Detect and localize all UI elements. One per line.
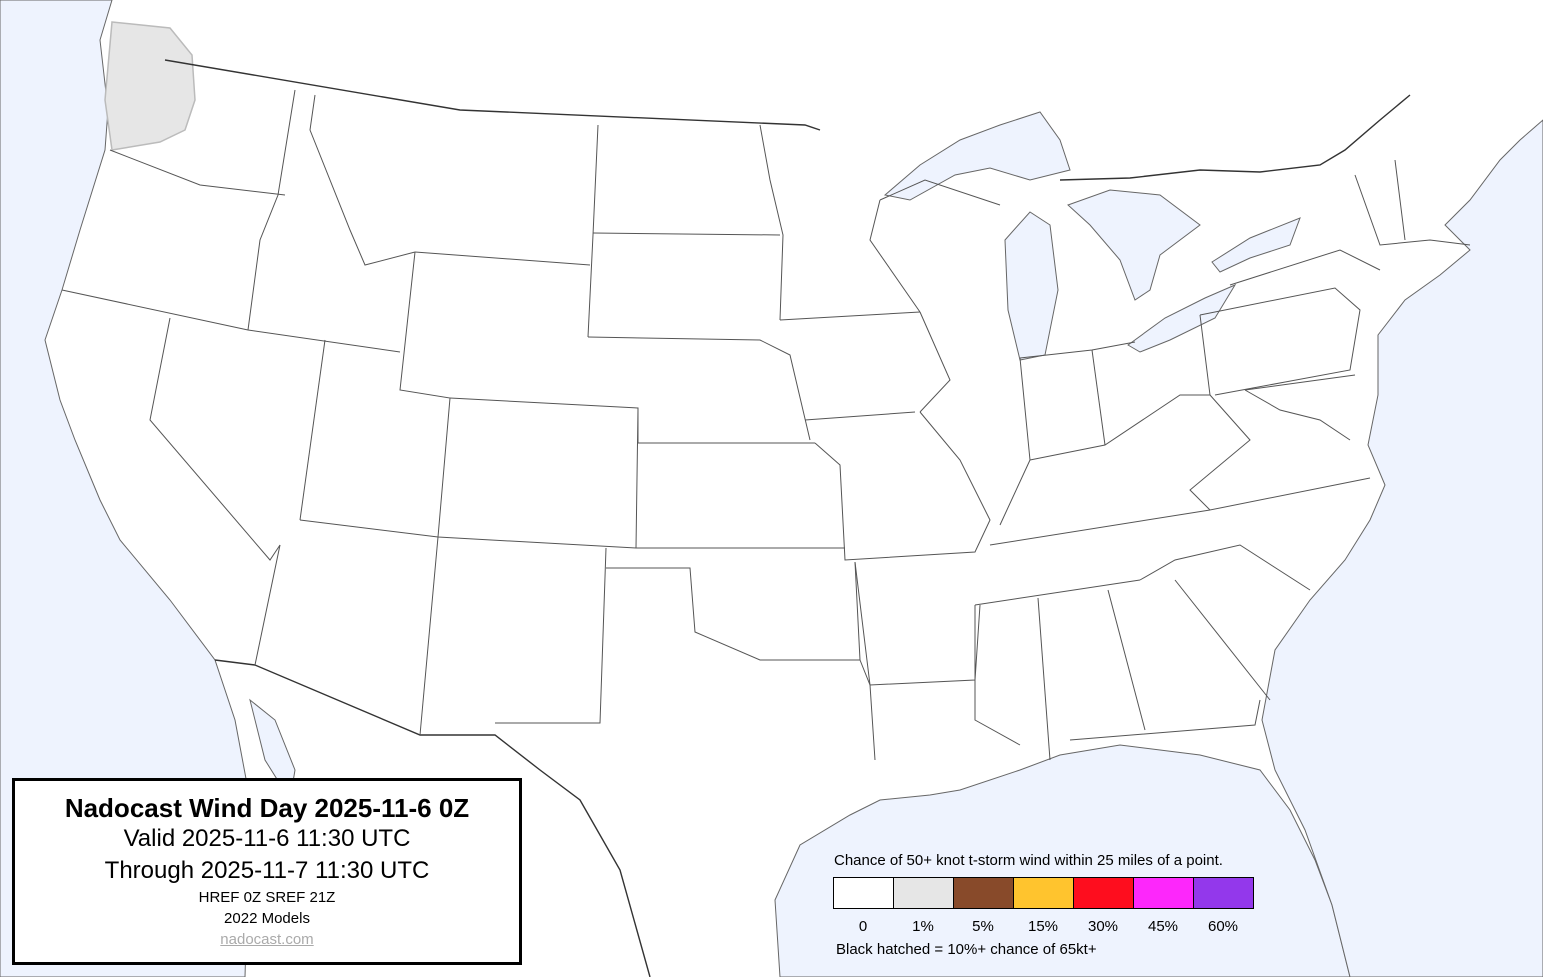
legend-labels: 0 1% 5% 15% 30% 45% 60%: [833, 918, 1253, 935]
lake-ontario: [1211, 217, 1301, 273]
lake-michigan: [1004, 211, 1059, 361]
site-link[interactable]: nadocast.com: [220, 931, 314, 948]
lake-superior: [883, 111, 1071, 201]
legend-label: 5%: [972, 918, 994, 935]
lake-huron: [1067, 189, 1201, 301]
valid-time: Valid 2025-11-6 11:30 UTC: [123, 825, 411, 852]
forecast-area-1pct: [104, 21, 196, 151]
legend-swatch-1: [894, 878, 954, 908]
through-time: Through 2025-11-7 11:30 UTC: [104, 857, 430, 884]
legend-label: 15%: [1027, 918, 1059, 935]
legend-label: 1%: [912, 918, 934, 935]
legend-swatch-5: [1134, 878, 1194, 908]
state-borders: [61, 59, 1471, 977]
legend-label: 45%: [1147, 918, 1179, 935]
legend-swatch-3: [1014, 878, 1074, 908]
gulf-of-mexico: [774, 744, 1351, 977]
models-version: 2022 Models: [224, 910, 310, 927]
title-box: Nadocast Wind Day 2025-11-6 0Z Valid 202…: [12, 778, 522, 965]
lake-erie: [1127, 283, 1237, 353]
legend-swatch-4: [1074, 878, 1134, 908]
legend-label: 60%: [1207, 918, 1239, 935]
legend-title: Chance of 50+ knot t-storm wind within 2…: [834, 852, 1223, 869]
models-run: HREF 0Z SREF 21Z: [198, 889, 336, 906]
atlantic-ocean: [1261, 119, 1543, 977]
legend: Chance of 50+ knot t-storm wind within 2…: [833, 850, 1273, 958]
color-bar: [833, 877, 1254, 909]
legend-label: 30%: [1087, 918, 1119, 935]
map-title: Nadocast Wind Day 2025-11-6 0Z: [64, 793, 470, 823]
hatched-note: Black hatched = 10%+ chance of 65kt+: [836, 941, 1097, 958]
legend-swatch-2: [954, 878, 1014, 908]
legend-swatch-0: [834, 878, 894, 908]
legend-label: 0: [858, 918, 868, 935]
legend-swatch-6: [1194, 878, 1253, 908]
